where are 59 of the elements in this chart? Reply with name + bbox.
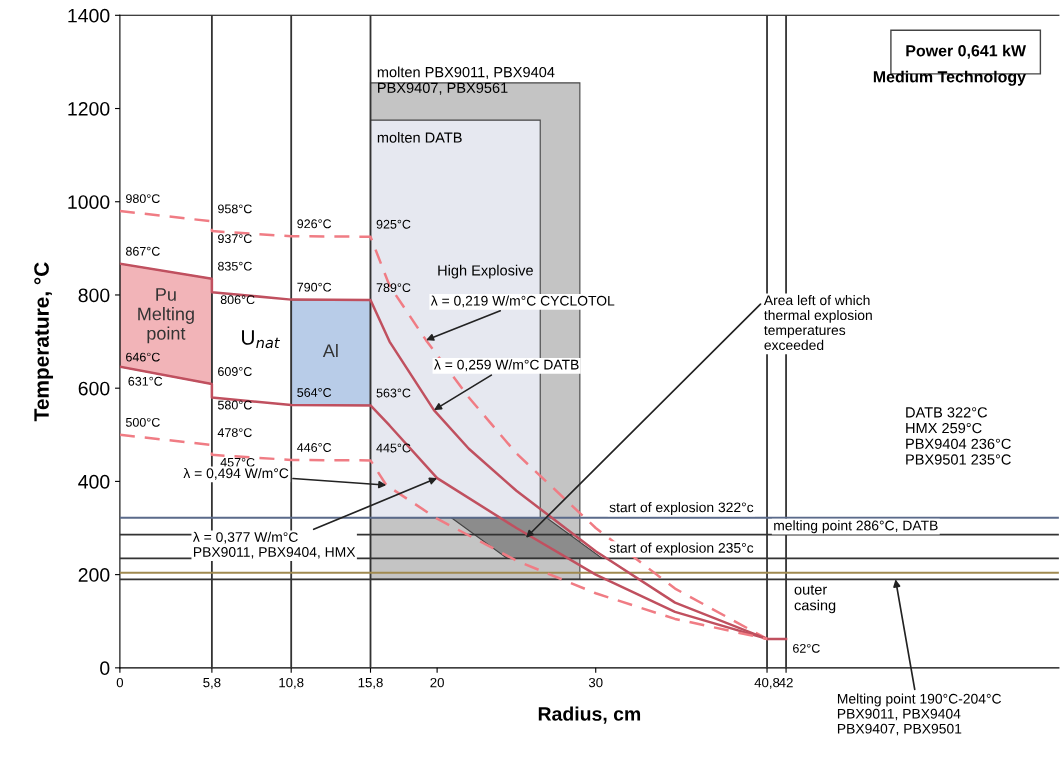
x-tick-label: 42 (779, 677, 793, 688)
annotation: λ = 0,219 W/m°C CYCLOTOL (430, 295, 615, 308)
x-tick-label: 15,8 (358, 677, 383, 689)
annotation: 958°C (218, 204, 252, 214)
ref-line-label: start of explosion 322°c (609, 502, 754, 515)
annotation: 835°C (217, 261, 252, 271)
annotation: 446°C (297, 443, 332, 452)
annotation: λ = 0,259 W/m°C DATB (434, 359, 579, 372)
annotation: 631°C (128, 376, 163, 386)
annotation: High Explosive (438, 264, 533, 279)
y-tick-label: 1200 (68, 101, 110, 116)
ref-line-label: melting point 286°C, DATB (774, 520, 938, 534)
x-tick-label: 30 (588, 677, 603, 688)
annotation: Pu Melting point (138, 288, 194, 344)
annotation: 806°C (220, 295, 255, 305)
x-tick-label: 10,8 (279, 677, 304, 689)
annotation: 609°C (218, 367, 252, 376)
annotation: 457°C (220, 457, 255, 467)
annotation: λ = 0,494 W/m°C (183, 467, 289, 480)
y-tick-label: 0 (100, 661, 110, 676)
x-tick-label: 40,8 (754, 677, 780, 689)
annotation: U$_{nat}$ (242, 330, 281, 349)
annotation: 925°C (376, 219, 411, 229)
annotation: 790°C (297, 282, 332, 292)
y-tick-label: 800 (78, 288, 110, 303)
x-tick-label: 5,8 (203, 677, 221, 689)
annotation: 937°C (218, 234, 252, 244)
annotation: 478°C (217, 428, 252, 438)
x-axis-title: Radius, cm (538, 706, 641, 724)
annotation: molten PBX9011, PBX9404 PBX9407, PBX9561 (377, 66, 555, 95)
annotation: 445°C (376, 443, 411, 453)
annotation: DATB 322°C HMX 259°C PBX9404 236°C PBX9501 235°C (906, 407, 1011, 465)
annotation: 926°C (297, 219, 332, 229)
annotation: λ = 0,377 W/m°C PBX9011, PBX9404, HMX (192, 531, 356, 559)
annotation: 62°C (793, 643, 820, 653)
y-tick-label: 1000 (68, 195, 110, 209)
text: Power 0,641 kW (906, 44, 1026, 59)
annotation: 580°C (217, 400, 252, 410)
y-tick-label: 600 (78, 381, 110, 396)
x-tick-label: 0 (116, 677, 124, 688)
annotation: 867°C (125, 246, 160, 256)
annotation: 563°C (376, 388, 411, 398)
annotation: outer casing (794, 585, 836, 614)
annotation: Area left of which thermal explosion temperatures exceeded (763, 294, 872, 351)
text: Medium Technology (873, 70, 1026, 86)
annotation: 789°C (376, 283, 411, 293)
ref-line-label: start of explosion 235°c (609, 542, 754, 556)
annotation: 980°C (126, 194, 160, 204)
annotation: Melting point 190°C-204°C PBX9011, PBX9404 PBX9407, PBX9501 (837, 693, 1002, 736)
annotation: molten DATB (377, 132, 462, 143)
annotation: Al (322, 343, 338, 357)
annotation: 500°C (125, 417, 160, 427)
y-tick-label: 200 (78, 568, 110, 582)
y-axis-title: Temperature, °C (34, 262, 54, 422)
y-tick-label: 400 (78, 474, 110, 489)
annotation: 564°C (297, 388, 332, 397)
annotation: 646°C (126, 352, 160, 362)
y-tick-label: 1400 (68, 8, 110, 23)
x-tick-label: 20 (430, 677, 444, 688)
